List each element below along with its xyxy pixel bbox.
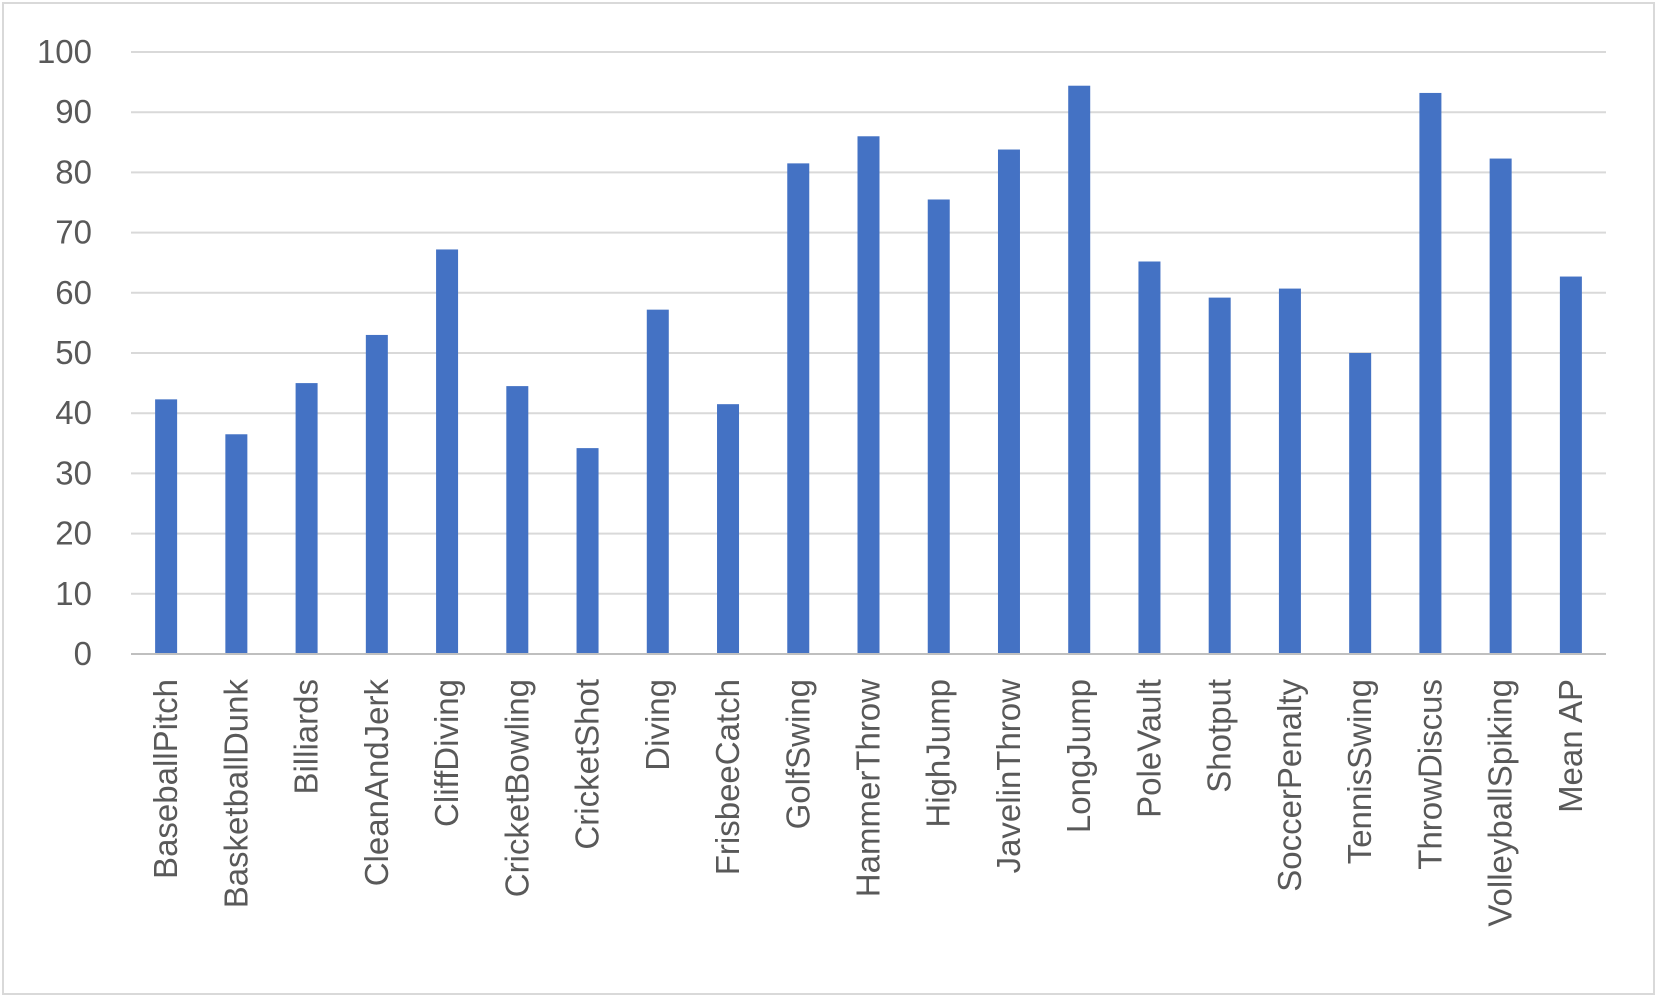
bar-basketballdunk xyxy=(225,434,248,654)
y-tick-label: 0 xyxy=(74,635,92,672)
bar-highjump xyxy=(927,199,950,655)
x-category-label: FrisbeeCatch xyxy=(709,679,746,875)
x-category-label: SoccerPenalty xyxy=(1271,679,1308,892)
x-category-label: CricketShot xyxy=(569,679,606,850)
y-tick-label: 20 xyxy=(55,515,92,552)
x-category-label: HighJump xyxy=(920,679,957,828)
bar-frisbeecatch xyxy=(717,404,740,654)
bar-billiards xyxy=(295,383,318,654)
y-tick-label: 30 xyxy=(55,454,92,491)
bar-hammerthrow xyxy=(857,136,880,654)
bar-cleanandjerk xyxy=(365,334,388,654)
bar-cricketshot xyxy=(576,448,599,654)
x-category-label: JavelinThrow xyxy=(990,679,1027,874)
bar-shotput xyxy=(1208,297,1231,654)
x-category-label: CricketBowling xyxy=(498,679,535,897)
x-category-label: CliffDiving xyxy=(428,679,465,827)
x-category-labels: BaseballPitch BasketballDunk Billiards Clea… xyxy=(147,679,1589,927)
bar-longjump xyxy=(1068,85,1091,655)
y-tick-label: 90 xyxy=(55,93,92,130)
y-tick-label: 10 xyxy=(55,575,92,612)
y-tick-label: 40 xyxy=(55,394,92,431)
y-tick-label: 100 xyxy=(37,33,92,70)
y-tick-label: 50 xyxy=(55,334,92,371)
x-category-label: GolfSwing xyxy=(779,679,816,829)
bar-cricketbowling xyxy=(506,386,529,654)
x-category-label: CleanAndJerk xyxy=(358,679,395,887)
x-category-label: Mean AP xyxy=(1552,679,1589,813)
bar-mean-ap xyxy=(1559,276,1582,654)
bar-baseballpitch xyxy=(155,399,178,654)
y-tick-label: 60 xyxy=(55,274,92,311)
bar-tennisswing xyxy=(1349,353,1372,654)
bar-throwdiscus xyxy=(1419,92,1442,655)
bars xyxy=(155,85,1582,655)
bar-golfswing xyxy=(787,163,810,654)
x-category-label: Shotput xyxy=(1201,679,1238,793)
x-category-label: Diving xyxy=(639,679,676,771)
bar-javelinthrow xyxy=(997,149,1020,655)
y-tick-label: 80 xyxy=(55,153,92,190)
x-category-label: PoleVault xyxy=(1130,679,1167,818)
x-category-label: HammerThrow xyxy=(850,679,887,897)
x-category-label: BaseballPitch xyxy=(147,679,184,879)
bar-polevault xyxy=(1138,261,1161,654)
x-category-label: TennisSwing xyxy=(1341,679,1378,864)
bar-cliffdiving xyxy=(436,249,459,654)
bar-diving xyxy=(646,309,669,654)
bar-volleyballspiking xyxy=(1489,158,1512,654)
x-category-label: Billiards xyxy=(288,679,325,795)
x-category-label: BasketballDunk xyxy=(217,679,254,909)
y-tick-label: 70 xyxy=(55,214,92,251)
x-category-label: LongJump xyxy=(1060,679,1097,833)
x-category-label: ThrowDiscus xyxy=(1411,679,1448,870)
y-tick-labels: 0 10 20 30 40 50 60 70 80 90 100 xyxy=(37,33,92,672)
bar-soccerpenalty xyxy=(1278,288,1301,654)
x-category-label: VolleyballSpiking xyxy=(1482,679,1519,927)
